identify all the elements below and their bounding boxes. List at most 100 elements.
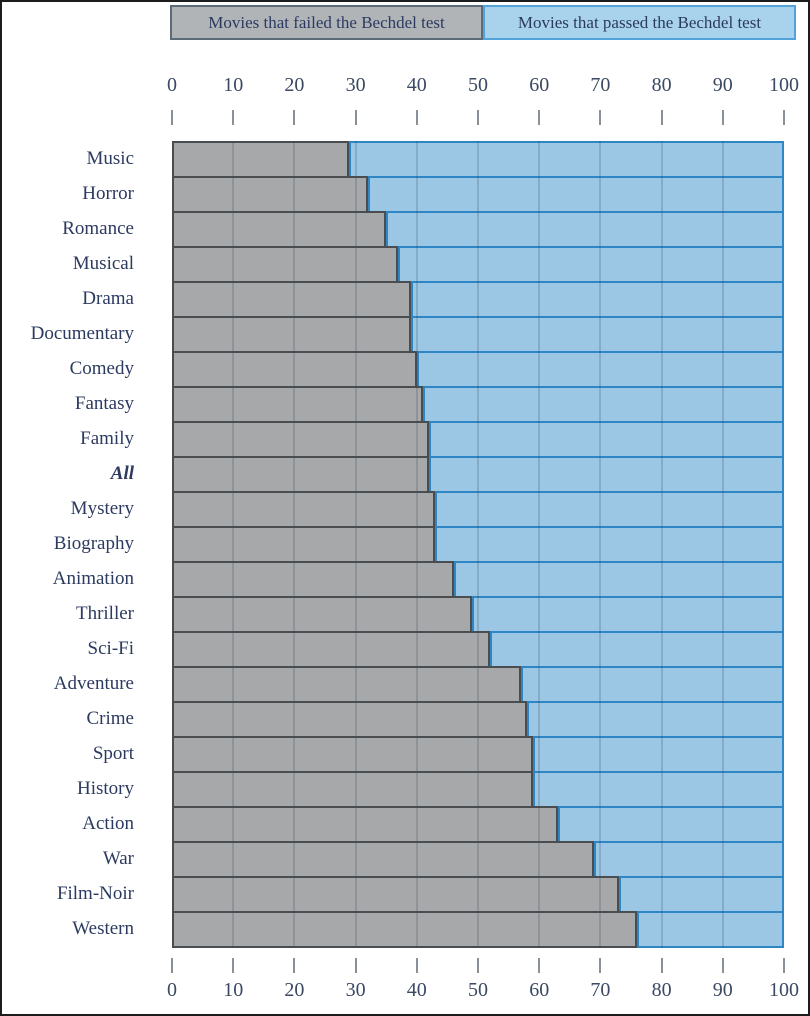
- category-label-biography: Biography: [53, 533, 134, 554]
- category-label-animation: Animation: [52, 568, 134, 589]
- bar-fail-segment: [172, 736, 534, 773]
- bar-pass-segment: [410, 281, 784, 318]
- bar-fail-segment: [172, 771, 534, 808]
- legend-fail-swatch: Movies that failed the Bechdel test: [170, 5, 483, 40]
- axis-tick-label-bottom-30: 30: [345, 979, 366, 1001]
- category-label-mystery: Mystery: [70, 498, 134, 519]
- bar-fail-segment: [172, 596, 472, 633]
- bar-fail-segment: [172, 316, 411, 353]
- axis-tick-label-bottom-100: 100: [769, 979, 799, 1001]
- bar-fail-segment: [172, 176, 368, 213]
- axis-tick-label-top-70: 70: [590, 74, 611, 96]
- bar-row-mystery: [172, 491, 784, 528]
- axis-tick-label-bottom-20: 20: [284, 979, 305, 1001]
- legend-pass-label: Movies that passed the Bechdel test: [517, 12, 762, 32]
- axis-tick-label-top-90: 90: [712, 74, 733, 96]
- category-label-documentary: Documentary: [30, 323, 134, 344]
- category-label-music: Music: [86, 148, 135, 169]
- axis-tick-mark-bottom-80: [660, 958, 663, 973]
- bar-pass-segment: [453, 561, 784, 598]
- bar-row-sport: [172, 736, 784, 773]
- bar-row-fantasy: [172, 386, 784, 423]
- bar-fail-segment: [172, 841, 595, 878]
- bar-fail-segment: [172, 211, 387, 248]
- category-label-film-noir: Film-Noir: [56, 883, 134, 904]
- bar-fail-segment: [172, 526, 436, 563]
- bar-fail-segment: [172, 911, 638, 948]
- axis-tick-label-bottom-40: 40: [406, 979, 427, 1001]
- axis-tick-mark-top-60: [538, 110, 541, 125]
- bar-pass-segment: [618, 876, 784, 913]
- axis-tick-mark-bottom-40: [415, 958, 418, 973]
- bar-row-all: [172, 456, 784, 493]
- bar-fail-segment: [172, 141, 350, 178]
- bar-fail-segment: [172, 246, 399, 283]
- bar-fail-segment: [172, 281, 411, 318]
- axis-tick-label-top-30: 30: [345, 74, 366, 96]
- bar-row-drama: [172, 281, 784, 318]
- category-label-western: Western: [72, 918, 134, 939]
- axis-tick-mark-top-70: [599, 110, 602, 125]
- bar-pass-segment: [471, 596, 784, 633]
- bar-pass-segment: [429, 456, 784, 493]
- bar-row-romance: [172, 211, 784, 248]
- legend-pass-swatch: Movies that passed the Bechdel test: [483, 5, 796, 40]
- category-label-fantasy: Fantasy: [74, 393, 134, 414]
- bar-pass-segment: [435, 526, 784, 563]
- axis-tick-label-top-100: 100: [769, 74, 799, 96]
- bar-pass-segment: [594, 841, 784, 878]
- bar-row-war: [172, 841, 784, 878]
- category-label-musical: Musical: [72, 253, 134, 274]
- bar-pass-segment: [526, 701, 784, 738]
- category-label-sci-fi: Sci-Fi: [87, 638, 134, 659]
- axis-tick-label-bottom-0: 0: [167, 979, 177, 1001]
- axis-tick-label-top-10: 10: [223, 74, 244, 96]
- category-label-sport: Sport: [92, 743, 134, 764]
- axis-tick-mark-top-50: [477, 110, 479, 125]
- axis-tick-mark-bottom-50: [477, 958, 479, 973]
- bar-fail-segment: [172, 701, 527, 738]
- category-label-thriller: Thriller: [75, 603, 134, 624]
- bar-pass-segment: [386, 211, 784, 248]
- axis-tick-label-top-0: 0: [167, 74, 177, 96]
- bar-pass-segment: [490, 631, 784, 668]
- axis-tick-mark-bottom-60: [538, 958, 541, 973]
- axis-tick-mark-top-40: [415, 110, 418, 125]
- category-label-horror: Horror: [82, 183, 134, 204]
- axis-tick-mark-top-0: [171, 110, 173, 125]
- bar-pass-segment: [520, 666, 784, 703]
- bar-row-history: [172, 771, 784, 808]
- axis-tick-mark-top-100: [783, 110, 785, 125]
- axis-tick-mark-bottom-30: [354, 958, 357, 973]
- axis-tick-label-top-40: 40: [406, 74, 427, 96]
- bar-row-thriller: [172, 596, 784, 633]
- axis-tick-label-bottom-90: 90: [712, 979, 733, 1001]
- bar-row-documentary: [172, 316, 784, 353]
- bar-pass-segment: [410, 316, 784, 353]
- bar-fail-segment: [172, 351, 417, 388]
- bar-pass-segment: [533, 736, 784, 773]
- axis-tick-mark-top-30: [354, 110, 357, 125]
- bar-pass-segment: [533, 771, 784, 808]
- axis-tick-mark-top-80: [660, 110, 663, 125]
- bar-row-biography: [172, 526, 784, 563]
- bar-pass-segment: [349, 141, 784, 178]
- category-label-war: War: [102, 848, 134, 869]
- axis-tick-mark-bottom-100: [783, 958, 785, 973]
- axis-tick-label-top-20: 20: [284, 74, 305, 96]
- axis-tick-mark-bottom-10: [232, 958, 235, 973]
- bar-pass-segment: [435, 491, 784, 528]
- axis-tick-mark-bottom-20: [293, 958, 296, 973]
- bar-fail-segment: [172, 806, 558, 843]
- bar-fail-segment: [172, 876, 619, 913]
- category-label-crime: Crime: [86, 708, 135, 729]
- axis-tick-label-bottom-10: 10: [223, 979, 244, 1001]
- axis-tick-mark-top-20: [293, 110, 296, 125]
- axis-tick-label-top-50: 50: [468, 74, 488, 96]
- bar-row-music: [172, 141, 784, 178]
- bar-pass-segment: [398, 246, 784, 283]
- axis-tick-label-top-80: 80: [651, 74, 672, 96]
- bar-row-horror: [172, 176, 784, 213]
- axis-tick-mark-top-90: [721, 110, 724, 125]
- category-label-history: History: [77, 778, 134, 799]
